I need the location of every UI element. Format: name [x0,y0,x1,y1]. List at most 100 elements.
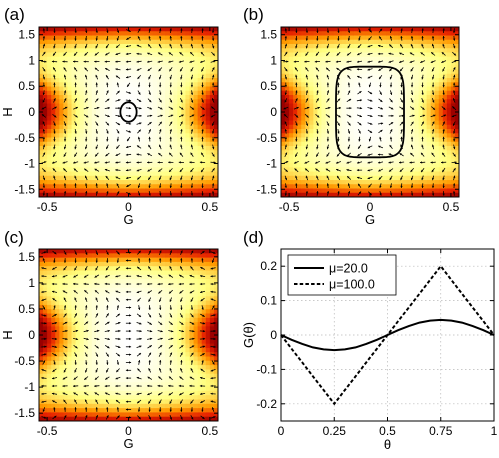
heat-cell [152,103,158,109]
arrow-head [337,82,340,85]
heat-cell [410,188,416,194]
heat-cell [309,141,314,147]
heat-cell [414,61,420,66]
heat-cell [100,39,105,45]
heat-cell [454,150,459,156]
heat-cell [83,39,89,45]
heat-cell [165,44,170,49]
arrow-head [389,76,392,80]
heat-cell [193,69,199,75]
heat-cell [378,56,383,62]
heat-cell [193,27,199,32]
heat-cell [450,65,456,71]
heat-cell [317,52,323,58]
heat-cell [341,175,347,181]
heat-cell [341,31,347,37]
arrow-head [400,177,403,181]
arrow-head [42,100,45,103]
heat-cell [87,129,93,134]
heat-cell [47,154,52,160]
heat-cell [43,150,48,156]
arrow-head [370,99,373,102]
heat-cell [112,146,117,151]
heat-cell [285,90,290,96]
heat-cell [181,99,187,105]
heat-cell [357,188,363,194]
heat-cell [209,141,215,147]
arrow-head [295,131,298,134]
heat-cell [132,171,138,177]
heat-cell [39,158,44,164]
arrow-head [211,131,215,134]
heat-cell [197,73,203,79]
heat-cell [63,180,69,185]
arrow-head [115,52,118,56]
heat-cell [305,56,310,62]
heat-cell [313,103,319,109]
heat-cell [55,99,60,105]
heat-cell [140,107,146,113]
y-tick-label: -1.5 [14,182,35,196]
heat-cell [165,167,170,173]
heat-cell [410,137,416,143]
heat-cell [418,154,424,160]
heat-cell [120,137,126,143]
heat-cell [349,82,355,88]
heat-cell [317,86,323,92]
heat-cell [301,99,306,105]
arrow-head [357,153,360,156]
arrow-head [189,60,192,63]
arrow-head [358,38,361,41]
heat-cell [289,133,294,139]
heat-cell [51,146,56,151]
heat-cell [305,129,310,134]
arrow-head [388,60,391,63]
heat-cell [120,167,126,173]
heat-cell [349,39,355,45]
heat-cell [177,175,182,181]
arrow-head [128,91,131,94]
heat-cell [341,137,347,143]
heat-cell [301,129,306,134]
heat-cell [201,44,207,49]
arrow-head [116,45,119,48]
heat-cell [197,141,203,147]
heat-cell [313,35,319,41]
heat-cell [161,116,166,122]
panel-0: -0.5 0 0.51.510.50-0.5-1-1.5GH(a) [0,5,219,227]
heat-cell [177,27,182,32]
heat-cell [357,103,363,109]
heat-cell [112,99,117,105]
heat-cell [165,31,170,37]
heat-cell [148,107,154,113]
heat-cell [382,188,387,194]
heat-cell [136,52,142,58]
heat-cell [402,39,408,45]
y-tick-label: 0 [28,105,35,119]
heat-cell [357,82,363,88]
heat-cell [173,103,178,109]
heat-cell [390,192,395,197]
heat-cell [71,188,77,194]
heat-cell [406,129,412,134]
heat-cell [341,44,347,49]
heat-cell [55,52,60,58]
heat-cell [59,103,65,109]
heat-cell [418,171,424,177]
arrow-head [379,193,382,196]
heat-cell [361,52,367,58]
arrow-head [200,60,203,63]
heat-cell [305,184,310,190]
heat-cell [100,171,105,177]
heat-cell [209,188,215,194]
heat-cell [442,158,448,164]
heat-cell [59,163,65,168]
arrow-head [94,161,97,164]
heat-cell [59,52,65,58]
heat-cell [349,56,355,62]
heat-cell [116,61,121,66]
arrow-head [379,28,383,32]
heat-cell [181,27,187,32]
heat-cell [305,31,310,37]
heat-cell [374,39,379,45]
